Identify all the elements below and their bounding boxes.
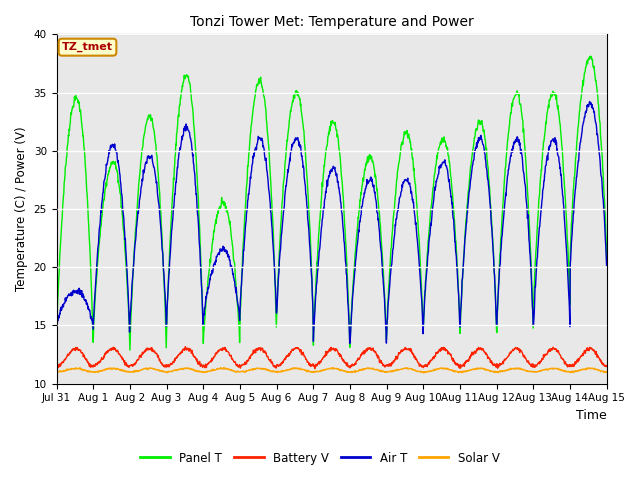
Battery V <box>311 366 319 372</box>
Panel T <box>126 348 134 353</box>
Solar V <box>538 367 546 373</box>
Panel T <box>237 302 244 308</box>
Panel T <box>538 168 545 173</box>
Legend: Panel T, Battery V, Air T, Solar V: Panel T, Battery V, Air T, Solar V <box>136 447 504 469</box>
Solar V <box>175 367 182 373</box>
Battery V <box>182 344 189 349</box>
Line: Panel T: Panel T <box>56 56 607 350</box>
Solar V <box>162 369 170 375</box>
Solar V <box>52 370 60 375</box>
Air T <box>586 99 593 105</box>
Air T <box>346 340 353 346</box>
Panel T <box>162 330 170 336</box>
Air T <box>237 297 244 303</box>
Battery V <box>52 362 60 368</box>
Battery V <box>538 356 546 361</box>
Solar V <box>420 370 428 376</box>
Line: Solar V: Solar V <box>56 368 607 373</box>
Line: Air T: Air T <box>56 102 607 343</box>
Battery V <box>162 362 170 368</box>
Air T <box>603 263 611 268</box>
Text: TZ_tmet: TZ_tmet <box>62 42 113 52</box>
Air T <box>162 300 170 306</box>
Air T <box>489 247 497 253</box>
Line: Battery V: Battery V <box>56 347 607 369</box>
Y-axis label: Temperature (C) / Power (V): Temperature (C) / Power (V) <box>15 127 28 291</box>
Panel T <box>417 277 425 283</box>
Air T <box>417 291 425 297</box>
Panel T <box>587 53 595 59</box>
Solar V <box>417 369 425 374</box>
Solar V <box>237 369 244 374</box>
Air T <box>538 203 545 208</box>
Panel T <box>603 254 611 260</box>
Panel T <box>52 331 60 337</box>
Air T <box>52 319 60 324</box>
Battery V <box>237 364 244 370</box>
Battery V <box>603 363 611 369</box>
Solar V <box>603 369 611 375</box>
Battery V <box>418 364 426 370</box>
Panel T <box>175 104 183 110</box>
Title: Tonzi Tower Met: Temperature and Power: Tonzi Tower Met: Temperature and Power <box>189 15 474 29</box>
Panel T <box>489 242 497 248</box>
Solar V <box>490 369 497 375</box>
Air T <box>175 152 182 157</box>
X-axis label: Time: Time <box>576 409 607 422</box>
Battery V <box>175 352 182 358</box>
Battery V <box>490 362 497 368</box>
Solar V <box>220 365 228 371</box>
